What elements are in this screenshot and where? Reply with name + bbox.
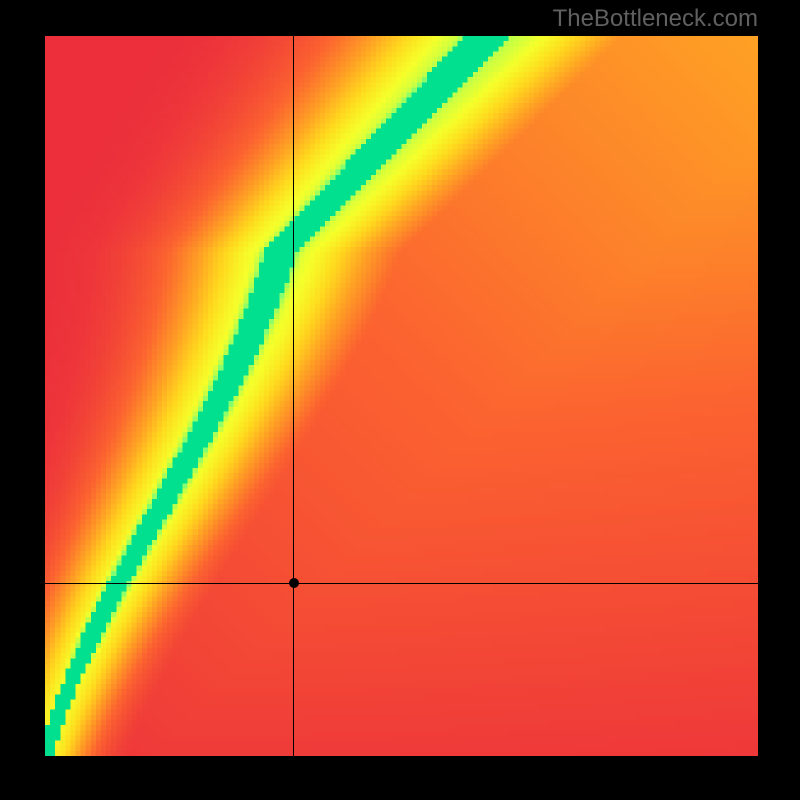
bottleneck-heatmap xyxy=(45,36,758,756)
chart-container: TheBottleneck.com xyxy=(0,0,800,800)
crosshair-vertical xyxy=(293,36,294,756)
watermark-text: TheBottleneck.com xyxy=(553,5,758,33)
crosshair-horizontal xyxy=(45,583,758,584)
crosshair-dot xyxy=(289,578,299,588)
